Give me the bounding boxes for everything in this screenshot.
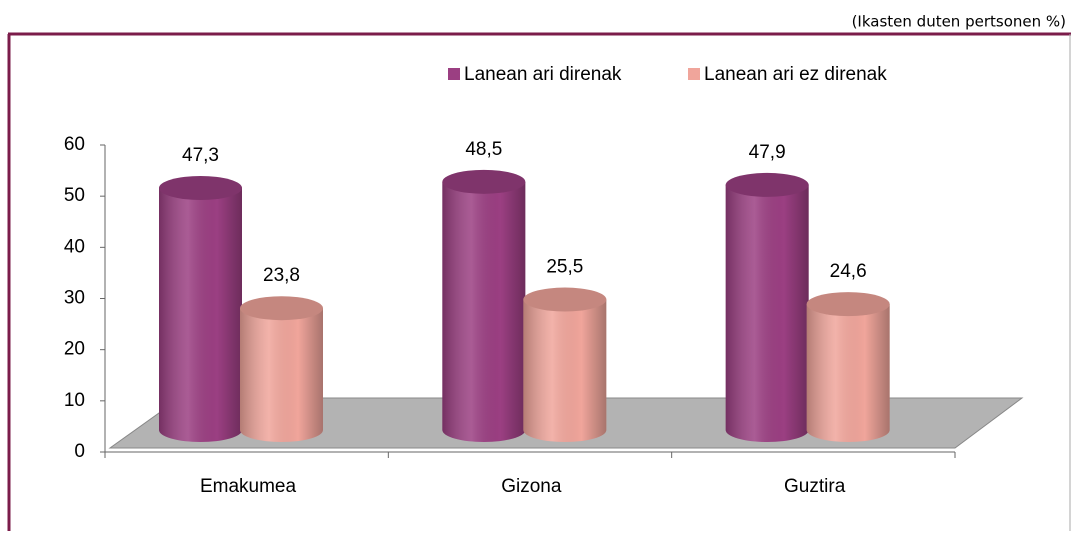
cylinder-top bbox=[806, 292, 890, 317]
legend-swatch bbox=[688, 68, 700, 80]
y-tick-label: 30 bbox=[64, 288, 85, 309]
y-tick-label: 50 bbox=[64, 185, 85, 206]
shading bbox=[523, 299, 607, 443]
value-label: 23,8 bbox=[263, 265, 300, 286]
y-tick-label: 20 bbox=[64, 339, 85, 360]
value-label: 48,5 bbox=[465, 139, 502, 160]
value-label: 24,6 bbox=[830, 261, 867, 282]
shading bbox=[159, 187, 242, 443]
shading bbox=[806, 304, 890, 443]
value-label: 47,9 bbox=[749, 142, 786, 163]
y-tick-label: 10 bbox=[64, 390, 85, 411]
shading bbox=[442, 181, 526, 442]
cylinder-top bbox=[240, 296, 323, 321]
shading bbox=[240, 308, 323, 442]
cylinder-top bbox=[159, 175, 242, 200]
legend-label: Lanean ari direnak bbox=[464, 64, 622, 85]
cylinder-top bbox=[442, 169, 526, 194]
shading bbox=[725, 184, 809, 443]
x-tick-label: Gizona bbox=[501, 476, 562, 497]
legend-swatch bbox=[448, 68, 460, 80]
x-tick-label: Emakumea bbox=[200, 476, 297, 497]
y-tick-label: 40 bbox=[64, 236, 85, 257]
x-tick-label: Guztira bbox=[784, 476, 846, 497]
legend-label: Lanean ari ez direnak bbox=[704, 64, 887, 85]
cylinder-top bbox=[725, 172, 809, 197]
y-tick-label: 60 bbox=[64, 134, 85, 155]
value-label: 47,3 bbox=[182, 145, 219, 166]
y-tick-label: 0 bbox=[74, 441, 85, 462]
subtitle: (Ikasten duten pertsonen %) bbox=[852, 13, 1066, 31]
cylinder-top bbox=[523, 287, 607, 312]
value-label: 25,5 bbox=[546, 257, 583, 278]
